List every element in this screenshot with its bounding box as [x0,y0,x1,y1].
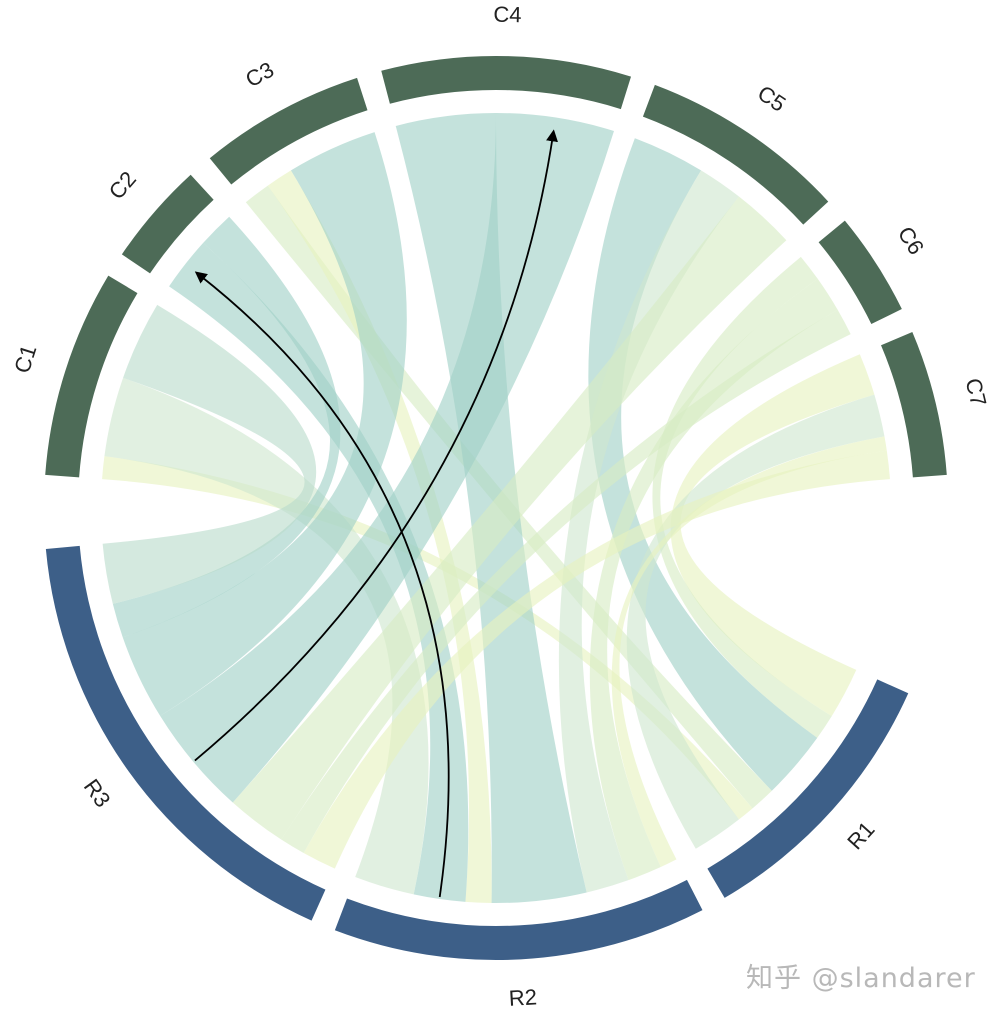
sector-arc-c4 [381,56,632,110]
chord-ribbon-r3-c5 [232,196,787,840]
ribbons-layer [102,113,890,903]
chord-ribbon-r3-c1 [102,304,317,604]
sector-arc-c6 [818,220,902,325]
sector-label-r2: R2 [508,984,537,1011]
sector-label-c7: C7 [960,376,991,409]
arrows-layer [194,129,558,898]
sector-label-c5: C5 [753,80,790,116]
sector-label-c2: C2 [104,166,141,204]
sector-arc-r1 [707,679,909,898]
arrow-r3-to-c4 [194,129,558,762]
sector-label-r3: R3 [79,774,116,811]
watermark: 知乎 @slandarer [746,963,976,994]
chord-ribbon-r1-c5 [588,138,818,791]
chord-ribbon-r3-c2 [112,216,341,638]
chord-ribbon-r1-c6 [652,256,832,738]
chord-ribbon-r2-c1 [104,377,429,895]
sector-label-c6: C6 [893,222,929,259]
sectors-layer [45,56,947,960]
chord-ribbon-r2-c3 [267,170,492,903]
sector-label-c1: C1 [9,342,41,376]
chord-ribbon-r3-c4 [160,113,614,803]
arrow-r2-to-c2 [194,271,450,898]
sector-arc-c7 [881,332,947,478]
sector-arc-c2 [121,174,214,274]
sector-label-r1: R1 [842,817,879,855]
chord-ribbon-r1-c7 [670,354,875,717]
sector-label-c3: C3 [241,57,278,92]
sector-arc-r3 [45,545,326,921]
sector-label-c4: C4 [493,2,522,28]
chord-ribbon-r3-c3 [122,132,407,716]
sector-arc-c5 [642,84,829,225]
sector-arc-c3 [209,77,368,185]
sector-arc-r2 [334,879,703,960]
sector-arc-c1 [45,275,138,478]
